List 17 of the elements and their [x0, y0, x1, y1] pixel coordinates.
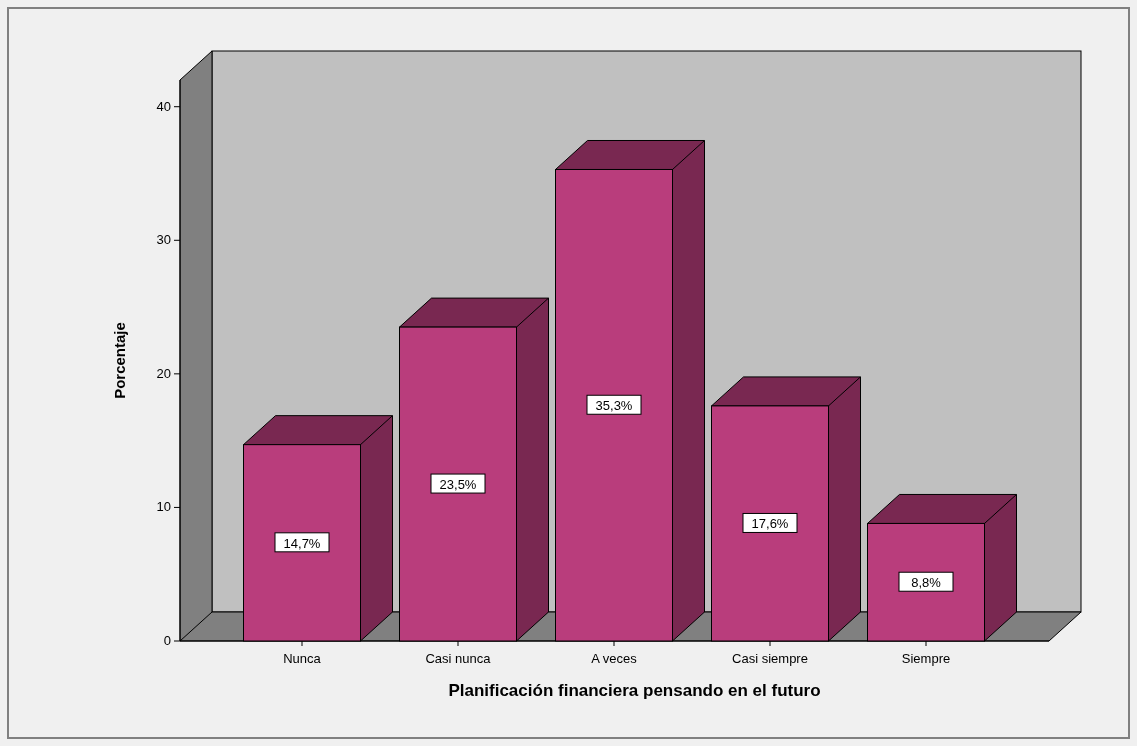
y-tick-label: 20: [156, 365, 171, 381]
data-label: 14,7%: [283, 535, 321, 551]
data-label: 8,8%: [911, 575, 942, 591]
y-tick-label: 0: [163, 633, 171, 648]
data-label: 17,6%: [751, 516, 789, 532]
x-tick-label: Casi nunca: [425, 651, 492, 666]
y-tick-label: 40: [156, 98, 171, 114]
data-label: 35,3%: [595, 398, 633, 414]
x-axis-title: Planificación financiera pensando en el futuro: [448, 681, 821, 700]
y-tick-label: 10: [156, 499, 171, 515]
data-label: 23,5%: [439, 477, 477, 493]
x-tick-label: Nunca: [283, 651, 322, 666]
x-tick-label: Casi siempre: [732, 651, 808, 666]
x-tick-label: Siempre: [901, 651, 951, 666]
x-tick-label: A veces: [591, 651, 638, 666]
y-axis-title: Porcentaje: [111, 322, 128, 399]
y-tick-label: 30: [156, 232, 171, 248]
